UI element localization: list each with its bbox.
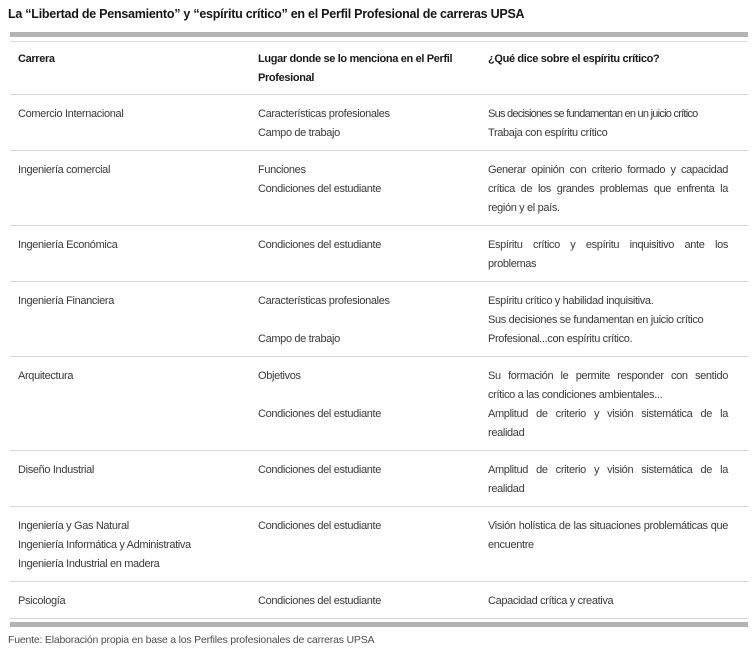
cell-text: Visión holística de las situaciones prob…: [488, 520, 728, 551]
cell-text: Condiciones del estudiante: [258, 520, 381, 532]
cell-text: Ingeniería Financiera: [18, 295, 114, 307]
cell-dice: Espíritu crítico y espíritu inquisitivo …: [488, 236, 748, 274]
cell-text: [258, 386, 474, 405]
cell-carrera: Arquitectura: [18, 367, 258, 443]
cell-text: Condiciones del estudiante: [258, 183, 381, 195]
table-row: Arquitectura Objetivos Condiciones del es…: [10, 357, 748, 451]
table-title: La “Libertad de Pensamiento” y “espíritu…: [8, 7, 525, 21]
cell-text: Generar opinión con criterio formado y c…: [488, 164, 728, 214]
cell-text: Diseño Industrial: [18, 464, 94, 476]
header-carrera: Carrera: [18, 53, 55, 65]
cell-carrera: Ingeniería Financiera: [18, 292, 258, 349]
cell-text: Características profesionales: [258, 295, 390, 307]
cell-text: Sus decisiones se fundamentan en juicio …: [488, 314, 704, 326]
cell-text: Ingeniería y Gas Natural: [18, 520, 129, 532]
cell-text: Características profesionales: [258, 108, 390, 120]
cell-dice: Generar opinión con criterio formado y c…: [488, 161, 748, 218]
cell-carrera: Ingeniería Económica: [18, 236, 258, 274]
cell-text: Funciones: [258, 164, 306, 176]
cell-carrera: Ingeniería y Gas Natural Ingeniería Infor…: [18, 517, 258, 574]
cell-text: Ingeniería Económica: [18, 239, 118, 251]
cell-text: Sus decisiones se fundamentan en un juic…: [488, 108, 698, 120]
cell-lugar: Condiciones del estudiante: [258, 592, 488, 611]
cell-text: Amplitud de criterio y visión sistemátic…: [488, 408, 728, 439]
cell-text: Condiciones del estudiante: [258, 464, 381, 476]
cell-lugar: Características profesionales Campo de tr…: [258, 105, 488, 143]
cell-text: Campo de trabajo: [258, 127, 340, 139]
data-table: Carrera Lugar donde se lo menciona en el…: [10, 32, 748, 627]
table-row: Ingeniería Económica Condiciones del estu…: [10, 226, 748, 282]
cell-text: [258, 311, 474, 330]
table-row: Diseño Industrial Condiciones del estudia…: [10, 451, 748, 507]
cell-text: Espíritu crítico y habilidad inquisitiva…: [488, 295, 654, 307]
cell-text: Objetivos: [258, 370, 301, 382]
cell-lugar: Funciones Condiciones del estudiante: [258, 161, 488, 218]
cell-text: Condiciones del estudiante: [258, 408, 381, 420]
cell-text: Profesional...con espíritu crítico.: [488, 333, 633, 345]
table-row: Ingeniería Financiera Características pro…: [10, 282, 748, 357]
cell-lugar: Características profesionales Campo de t…: [258, 292, 488, 349]
cell-text: Arquitectura: [18, 370, 74, 382]
cell-text: Comercio Internacional: [18, 108, 124, 120]
top-rule-thin: [10, 41, 748, 42]
cell-text: Condiciones del estudiante: [258, 239, 381, 251]
cell-text: Condiciones del estudiante: [258, 595, 381, 607]
header-dice: ¿Qué dice sobre el espíritu crítico?: [488, 53, 660, 65]
bottom-rule-thick: [10, 622, 748, 627]
table-header-row: Carrera Lugar donde se lo menciona en el…: [10, 42, 748, 95]
cell-carrera: Comercio Internacional: [18, 105, 258, 143]
table-body: Comercio Internacional Características pr…: [10, 95, 748, 619]
source-note: Fuente: Elaboración propia en base a los…: [8, 634, 375, 646]
cell-text: Ingeniería Industrial en madera: [18, 558, 160, 570]
cell-carrera: Diseño Industrial: [18, 461, 258, 499]
cell-text: Trabaja con espíritu crítico: [488, 127, 608, 139]
cell-text: Campo de trabajo: [258, 333, 340, 345]
cell-dice: Espíritu crítico y habilidad inquisitiva…: [488, 292, 748, 349]
cell-lugar: Objetivos Condiciones del estudiante: [258, 367, 488, 443]
header-lugar: Lugar donde se lo menciona en el Perfil …: [258, 53, 453, 84]
table-row: Ingeniería comercial Funciones Condiciones…: [10, 151, 748, 226]
cell-text: Ingeniería comercial: [18, 164, 111, 176]
top-rule-thick: [10, 32, 748, 37]
cell-lugar: Condiciones del estudiante: [258, 517, 488, 574]
cell-dice: Amplitud de criterio y visión sistemátic…: [488, 461, 748, 499]
cell-text: Ingeniería Informática y Administrativa: [18, 539, 191, 551]
cell-text: Psicología: [18, 595, 66, 607]
cell-carrera: Ingeniería comercial: [18, 161, 258, 218]
cell-text: Amplitud de criterio y visión sistemátic…: [488, 464, 728, 495]
cell-dice: Su formación le permite responder con se…: [488, 367, 748, 443]
table-row: Psicología Condiciones del estudiante Capa…: [10, 582, 748, 619]
cell-lugar: Condiciones del estudiante: [258, 461, 488, 499]
table-row: Ingeniería y Gas Natural Ingeniería Infor…: [10, 507, 748, 582]
cell-dice: Sus decisiones se fundamentan en un juic…: [488, 105, 748, 143]
cell-text: Capacidad crítica y creativa: [488, 595, 614, 607]
cell-dice: Visión holística de las situaciones prob…: [488, 517, 748, 574]
cell-text: Espíritu crítico y espíritu inquisitivo …: [488, 239, 728, 270]
cell-lugar: Condiciones del estudiante: [258, 236, 488, 274]
cell-carrera: Psicología: [18, 592, 258, 611]
table-row: Comercio Internacional Características pr…: [10, 95, 748, 151]
cell-text: Su formación le permite responder con se…: [488, 370, 728, 401]
cell-dice: Capacidad crítica y creativa: [488, 592, 748, 611]
